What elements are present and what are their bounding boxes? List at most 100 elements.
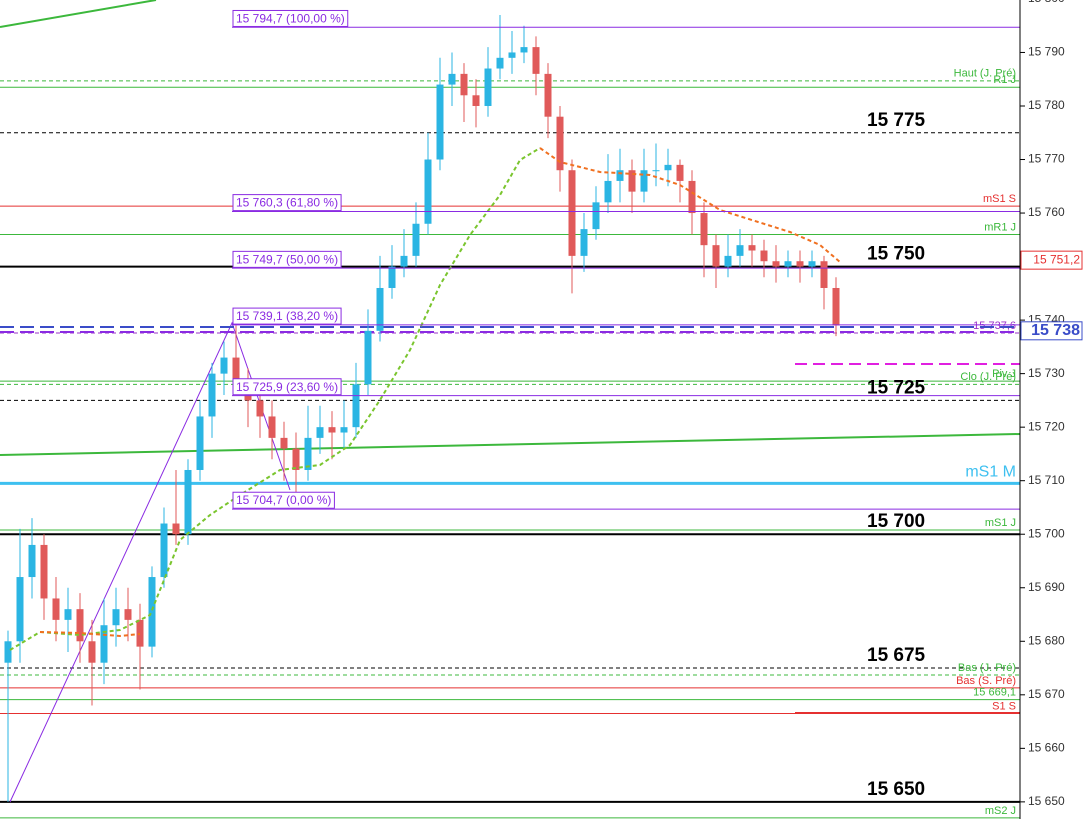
fib-label: 15 704,7 (0,00 %) [236, 493, 331, 507]
candle-body [424, 159, 432, 224]
moving-average [9, 147, 541, 651]
candle-body [724, 255, 732, 267]
candle-body [100, 625, 108, 663]
level-label: mS2 J [985, 805, 1016, 817]
candle-body [220, 357, 228, 374]
candle-body [292, 448, 300, 470]
candle-body [124, 609, 132, 620]
candle-body [772, 261, 780, 267]
candle-body [484, 68, 492, 106]
y-tick-label: 15 780 [1028, 98, 1065, 112]
fib-label-box [232, 307, 342, 325]
level-label: R1 J [993, 74, 1016, 86]
candle-body [268, 416, 276, 438]
level-label: mS1 M [965, 464, 1016, 481]
level-label: 15 737,6 [973, 320, 1016, 332]
level-label: 15 775 [867, 110, 926, 131]
trend-line [0, 433, 1021, 456]
candle-body [688, 180, 696, 214]
level-label: 15 750 [867, 244, 925, 265]
candle-body [256, 400, 264, 417]
level-label: Bas (S. Pré) [956, 675, 1016, 687]
level-label: mR1 J [984, 221, 1016, 233]
y-tick-label: 15 720 [1028, 419, 1065, 433]
level-label: Bas (J. Pré) [958, 662, 1016, 674]
y-tick-label: 15 800 [1028, 0, 1065, 5]
level-label: 15 675 [867, 645, 926, 666]
candle-body [520, 47, 528, 53]
candle-body [136, 619, 144, 647]
price-tag-box [1020, 250, 1083, 270]
candle-body [172, 523, 180, 535]
candle-body [460, 73, 468, 96]
candle-body [376, 287, 384, 331]
fib-label-box [232, 9, 349, 27]
level-label: Clo (J. Pré) [960, 371, 1016, 383]
fib-label: 15 760,3 (61,80 %) [236, 196, 338, 210]
level-label: 15 650 [867, 779, 925, 800]
candle-body [352, 384, 360, 428]
trend-line [0, 0, 157, 28]
candle-body [4, 641, 12, 663]
candle-body [760, 250, 768, 262]
fib-label-box [232, 378, 342, 396]
price-tag-label: 15 738 [1031, 322, 1080, 339]
candle-body [76, 609, 84, 642]
candle-body [700, 213, 708, 246]
candle-body [748, 245, 756, 251]
candle-body [28, 544, 36, 578]
candle-body [592, 202, 600, 230]
level-label: mS1 J [985, 517, 1016, 529]
candle-body [496, 57, 504, 69]
candle-body [364, 330, 372, 385]
fib-label: 15 739,1 (38,20 %) [236, 309, 338, 323]
level-label: Piv J [992, 368, 1016, 380]
price-tag-label: 15 751,2 [1033, 252, 1080, 266]
fib-label: 15 749,7 (50,00 %) [236, 252, 338, 266]
candle-body [184, 469, 192, 535]
candle-body [568, 170, 576, 256]
fibonacci: 15 794,7 (100,00 %) 15 760,3 (61,80 %) 15 … [232, 9, 1020, 510]
candle-body [604, 180, 612, 203]
y-tick-label: 15 760 [1028, 205, 1065, 219]
y-tick-label: 15 680 [1028, 633, 1065, 647]
candle-body [88, 641, 96, 663]
fib-label-box [232, 491, 335, 509]
candle-body [280, 437, 288, 449]
candle-body [436, 84, 444, 160]
candle-body [472, 95, 480, 106]
y-tick-label: 15 730 [1028, 366, 1065, 380]
candle-body [412, 223, 420, 256]
fib-label: 15 725,9 (23,60 %) [236, 380, 338, 394]
candle-body [580, 229, 588, 256]
candle-body [628, 170, 636, 192]
candle-body [232, 357, 240, 385]
y-tick-label: 15 790 [1028, 45, 1065, 59]
y-tick-label: 15 710 [1028, 473, 1065, 487]
fib-label-box [232, 250, 342, 268]
candle-body [664, 164, 672, 171]
price-tags: 15 751,2 15 738 [1020, 250, 1083, 341]
candle-body [52, 598, 60, 620]
level-label: 15 669,1 [973, 687, 1016, 699]
y-tick-label: 15 700 [1028, 526, 1065, 540]
y-axis-ticks: 15 650 15 660 15 670 15 680 15 690 15 700 15 7… [1020, 0, 1065, 808]
level-label: 15 700 [867, 511, 925, 532]
candle-body [712, 245, 720, 267]
candle-body [196, 416, 204, 470]
candle-body [400, 255, 408, 267]
fib-label-box [232, 194, 342, 212]
fib-label: 15 794,7 (100,00 %) [236, 11, 345, 25]
candle-body [160, 523, 168, 578]
y-tick-label: 15 660 [1028, 741, 1065, 755]
level-label: mS1 S [983, 193, 1016, 205]
candle-body [616, 170, 624, 181]
y-tick-label: 15 770 [1028, 152, 1065, 166]
candle-body [784, 261, 792, 267]
candle-body [208, 373, 216, 417]
candle-body [676, 164, 684, 181]
candle-body [388, 266, 396, 288]
candle-body [148, 577, 156, 647]
level-label: Haut (J. Pré) [954, 68, 1016, 80]
